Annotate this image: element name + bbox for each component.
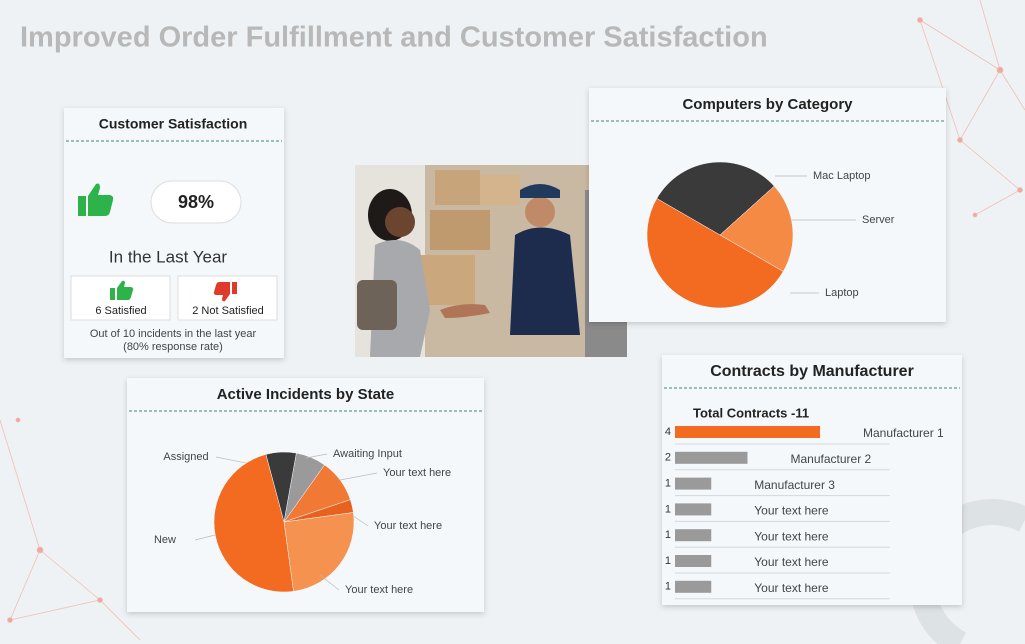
thumbs-up-icon [78,183,114,216]
not-satisfied: 2 Not Satisfied [192,305,264,317]
thumbs-down-icon [213,282,237,302]
leader-line [339,472,378,481]
category-label: Manufacturer 1 [863,426,944,440]
satisfied: 6 Satisfied [95,305,146,317]
leader-line [194,534,216,541]
value-label: 1 [665,529,671,541]
slice-label: Mac Laptop [813,170,870,182]
slice-label: New [154,534,176,546]
category-label: Your text here [754,555,829,569]
category-label: Your text here [754,529,829,543]
bar [675,477,712,490]
thumbs-up-icon [110,280,134,300]
charts: Computers by Category Mac Laptop Server Lap… [127,88,962,612]
chart-title: Contracts by Manufacturer [710,363,914,380]
category-label: Your text here [754,504,829,518]
slice-label: Awaiting Input [333,448,402,460]
chart-title: Active Incidents by State [217,386,395,403]
slice-label: Your text here [383,467,451,479]
pie-slice [646,198,784,309]
card-title: Customer Satisfaction [99,116,248,132]
value-label: 1 [665,478,671,490]
category-label: Your text here [754,581,829,595]
bar [675,529,712,542]
category-label: Manufacturer 2 [791,452,872,466]
value-label: 1 [665,503,671,515]
bar [675,451,748,464]
period: In the Last Year [109,247,227,266]
pie-slice [213,454,294,593]
pie-slice [656,161,775,236]
slide-title: Improved Order Fulfillment and Customer … [20,22,768,54]
category-label: Manufacturer 3 [754,478,835,492]
value-label: 1 [665,581,671,593]
leader-line [319,574,340,591]
slice-label: Your text here [345,584,413,596]
slice-label: Laptop [825,287,859,299]
satisfaction-card: Customer Satisfaction 98% In the Last Ye… [64,108,284,358]
slice-label: Your text here [374,520,442,532]
bar [675,555,712,567]
pie-slice [719,185,794,272]
score-pill [150,180,242,224]
slice-label: Assigned [163,451,208,463]
chart-title: Computers by Category [682,96,853,113]
pie-slice [283,512,355,592]
score: 98% [178,192,214,212]
value-label: 4 [665,426,671,438]
card [662,355,962,605]
note: Out of 10 incidents in the last year [90,328,257,340]
note: (80% response rate) [123,341,223,353]
photo [355,165,627,357]
bar [675,503,712,516]
slice-label: Server [862,214,895,226]
bar [675,580,712,593]
leader-line [305,453,328,459]
value-label: 1 [665,555,671,567]
leader-line [351,514,369,527]
bar [675,426,820,438]
chart-subtitle: Total Contracts -11 [693,405,809,420]
value-label: 2 [665,452,671,464]
